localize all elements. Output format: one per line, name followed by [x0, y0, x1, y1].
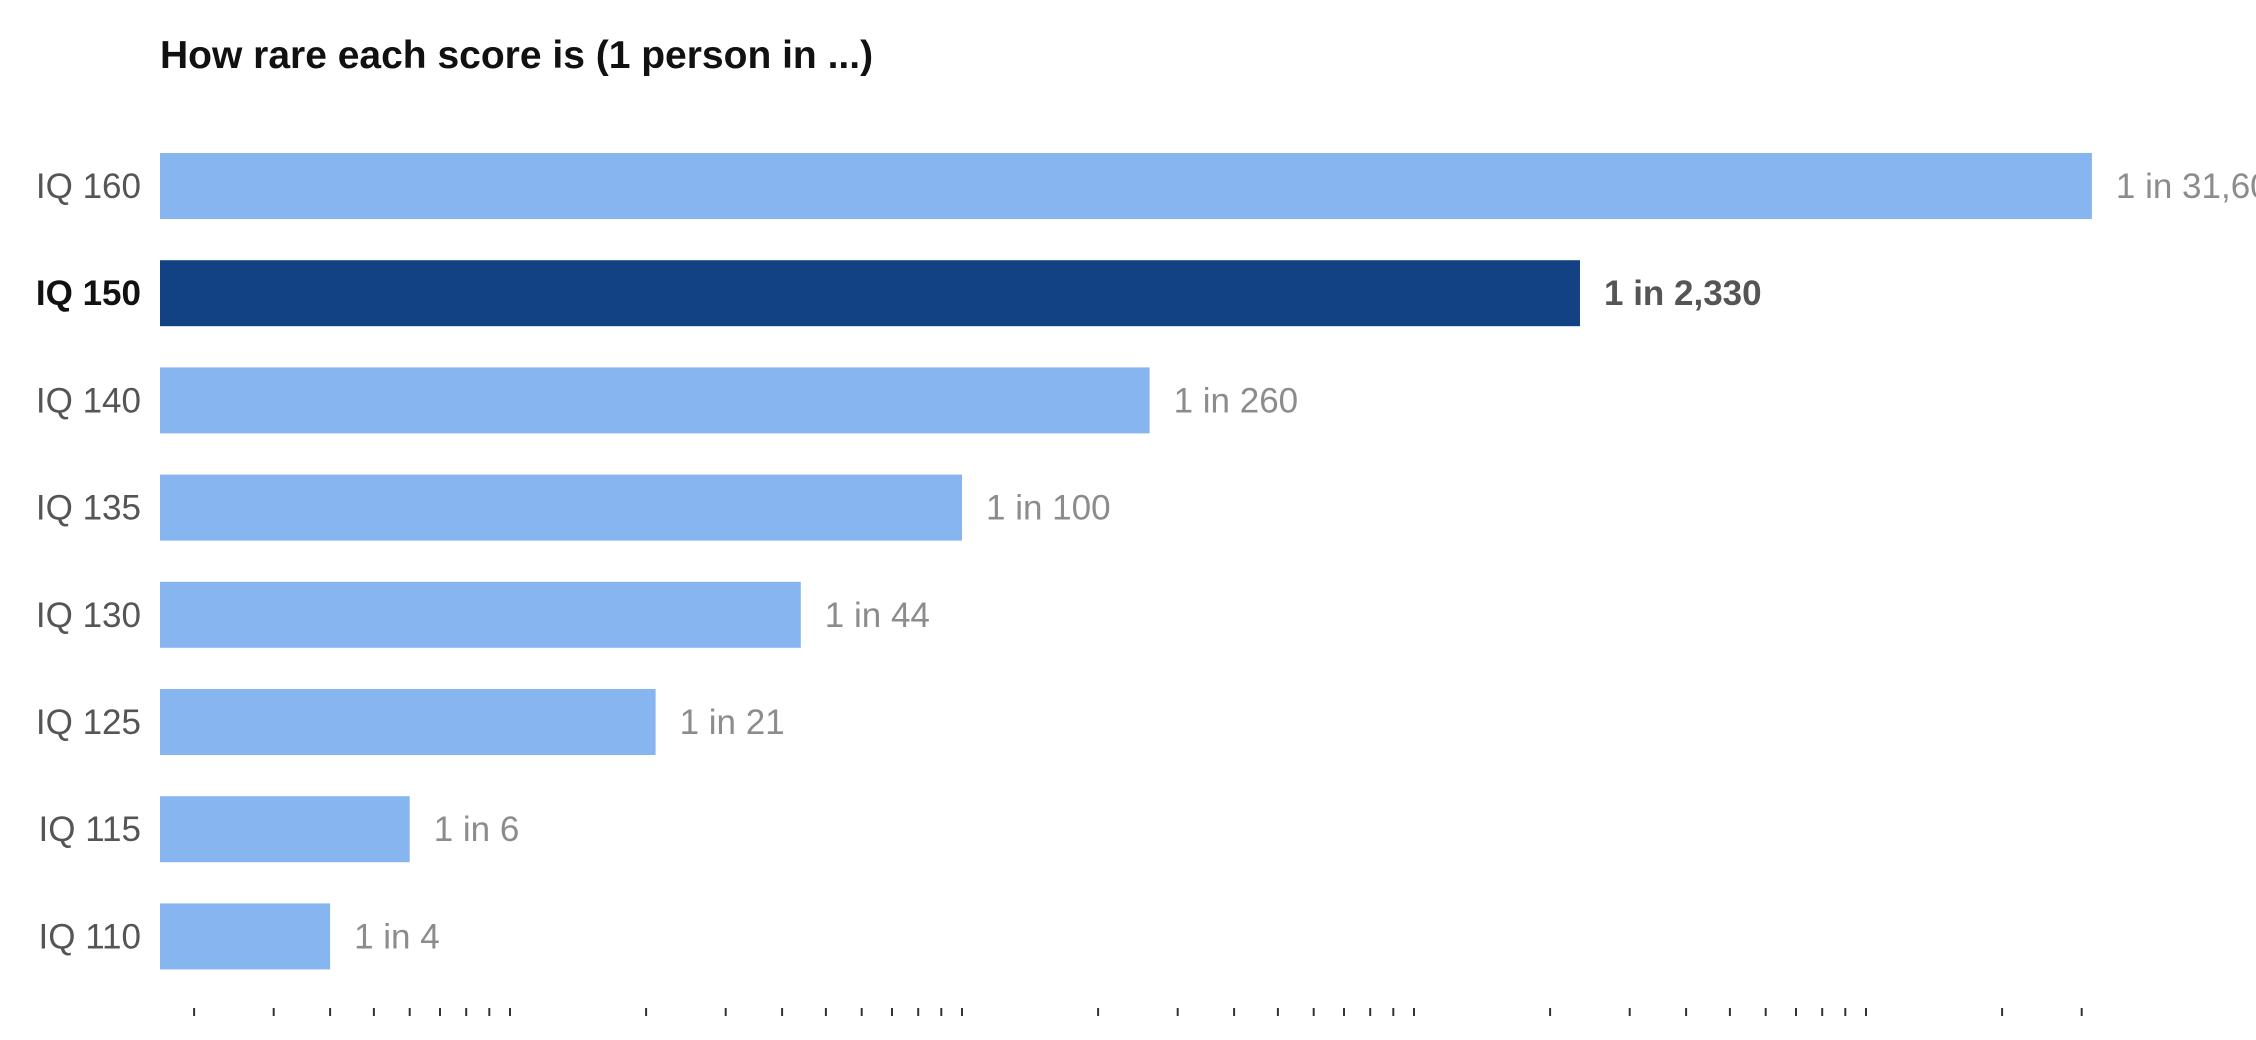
category-label: IQ 160	[36, 167, 141, 206]
category-label: IQ 110	[39, 917, 141, 956]
bar-iq-115	[160, 796, 410, 863]
value-label: 1 in 2,330	[1604, 274, 1762, 313]
category-label: IQ 140	[36, 381, 141, 420]
value-label: 1 in 21	[680, 703, 785, 742]
category-labels: IQ 160 IQ 150 IQ 140 IQ 135 IQ 130 IQ 125 IQ 1…	[36, 167, 141, 956]
bar-iq-110	[160, 903, 331, 970]
category-label: IQ 135	[36, 489, 141, 528]
chart-title: How rare each score is (1 person in ...)	[160, 34, 874, 77]
value-label: 1 in 6	[434, 810, 520, 849]
value-label: 1 in 100	[986, 489, 1111, 528]
category-label: IQ 115	[39, 810, 141, 849]
bar-iq-150	[160, 260, 1580, 327]
bar-iq-135	[160, 474, 962, 541]
value-label: 1 in 4	[354, 917, 440, 956]
category-label: IQ 150	[36, 274, 141, 313]
bar-iq-130	[160, 581, 801, 648]
bar-iq-140	[160, 367, 1150, 434]
category-label: IQ 130	[36, 596, 141, 635]
value-labels: 1 in 31,600 1 in 2,330 1 in 260 1 in 100 1 i…	[354, 167, 2256, 956]
value-label: 1 in 31,600	[2116, 167, 2256, 206]
value-label: 1 in 260	[1174, 381, 1299, 420]
x-axis-ticks	[193, 1008, 2083, 1016]
bars-layer	[160, 153, 2092, 970]
value-label: 1 in 44	[825, 596, 930, 635]
category-label: IQ 125	[36, 703, 141, 742]
bar-iq-125	[160, 689, 656, 755]
bar-iq-160	[160, 153, 2092, 219]
